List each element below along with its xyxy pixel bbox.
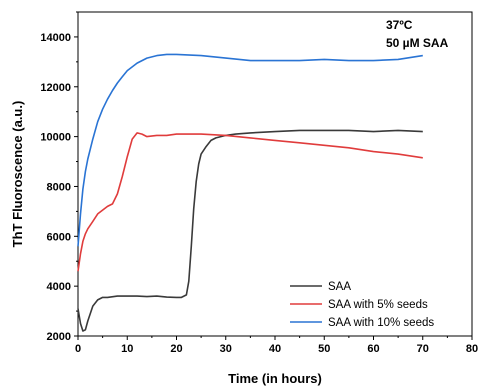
annotation-concentration: 50 µM SAA xyxy=(386,36,449,50)
x-tick-label: 40 xyxy=(269,343,281,355)
legend-label-10pct: SAA with 10% seeds xyxy=(328,317,434,329)
x-tick-label: 60 xyxy=(367,343,379,355)
x-axis-title: Time (in hours) xyxy=(228,371,322,386)
y-tick-label: 4000 xyxy=(47,281,71,293)
y-tick-label: 2000 xyxy=(47,331,71,343)
y-axis-ticks: 2000 4000 6000 8000 10000 12000 14000 xyxy=(40,11,78,343)
series-layer xyxy=(77,53,423,332)
x-tick-label: 30 xyxy=(220,343,232,355)
legend-label-saa: SAA xyxy=(328,281,351,293)
series-line-0 xyxy=(77,129,423,332)
x-axis-ticks: 0 10 20 30 40 50 60 70 80 xyxy=(75,336,478,355)
y-tick-label: 12000 xyxy=(40,82,71,94)
x-tick-label: 20 xyxy=(170,343,182,355)
legend: SAA SAA with 5% seeds SAA with 10% seeds xyxy=(290,281,434,329)
annotation-temperature: 37ºC xyxy=(386,18,413,32)
x-tick-label: 10 xyxy=(121,343,133,355)
legend-label-5pct: SAA with 5% seeds xyxy=(328,299,428,311)
y-tick-label: 6000 xyxy=(47,231,71,243)
series-line-2 xyxy=(77,53,423,247)
x-tick-label: 80 xyxy=(466,343,478,355)
y-tick-label: 10000 xyxy=(40,132,71,144)
x-tick-label: 50 xyxy=(318,343,330,355)
x-tick-label: 70 xyxy=(417,343,429,355)
series-line-1 xyxy=(77,132,423,272)
y-tick-label: 8000 xyxy=(47,181,71,193)
y-tick-label: 14000 xyxy=(40,32,71,44)
x-tick-label: 0 xyxy=(75,343,81,355)
y-axis-title: ThT Fluoroscence (a.u.) xyxy=(10,101,25,248)
